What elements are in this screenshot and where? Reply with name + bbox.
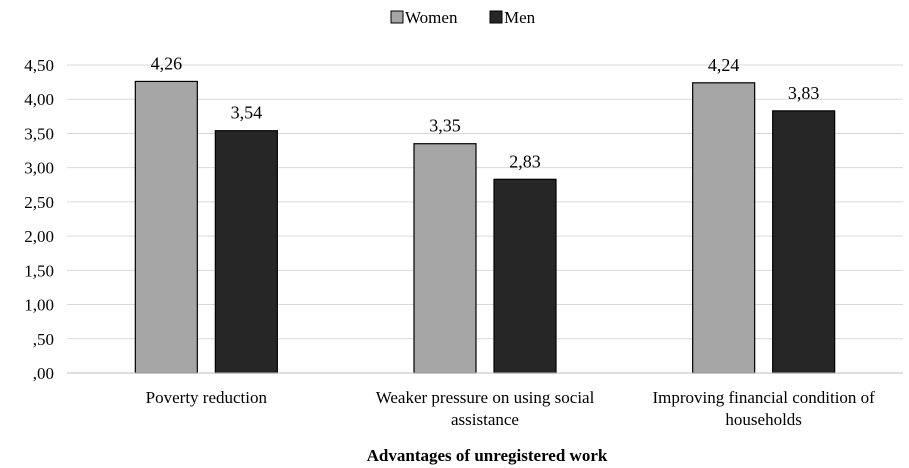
- bar-men-0: [214, 130, 278, 374]
- category-label: Weaker pressure on using social: [376, 388, 595, 407]
- y-tick-label: ,00: [33, 364, 54, 383]
- category-label: households: [725, 410, 802, 429]
- data-label-women-1: 3,35: [429, 116, 461, 136]
- y-tick-label: 2,00: [24, 227, 54, 246]
- category-label: Poverty reduction: [146, 388, 268, 407]
- y-tick-label: 2,50: [24, 193, 54, 212]
- y-tick-label: 1,50: [24, 261, 54, 280]
- y-tick-label: 1,00: [24, 296, 54, 315]
- y-tick-label: 3,50: [24, 124, 54, 143]
- data-label-men-2: 3,83: [788, 83, 820, 103]
- legend-label-men: Men: [504, 8, 536, 27]
- y-tick-label: 4,50: [24, 56, 54, 75]
- category-label: assistance: [451, 410, 519, 429]
- bar-women-0: [134, 80, 198, 374]
- data-label-women-2: 4,24: [708, 55, 740, 75]
- legend-swatch-men: [489, 10, 503, 24]
- bar-women-1: [413, 143, 477, 374]
- gridlines: [67, 64, 903, 340]
- data-label-men-1: 2,83: [509, 151, 541, 171]
- legend-swatch-women: [390, 10, 404, 24]
- y-tick-label: ,50: [33, 330, 54, 349]
- x-axis: Poverty reduction Weaker pressure on usin…: [67, 372, 903, 429]
- y-axis: ,00 ,50 1,00 1,50 2,00 2,50 3,00 3,50 4,00 4,50: [24, 56, 54, 383]
- category-label: Improving financial condition of: [652, 388, 875, 407]
- y-tick-label: 3,00: [24, 159, 54, 178]
- x-axis-title: Advantages of unregistered work: [367, 446, 608, 465]
- y-tick-label: 4,00: [24, 90, 54, 109]
- bar-men-1: [493, 178, 557, 374]
- bar-women-2: [692, 82, 756, 374]
- legend-label-women: Women: [405, 8, 458, 27]
- legend: Women Men: [390, 8, 536, 27]
- data-labels: 4,26 3,54 3,35 2,83 4,24 3,83: [151, 53, 820, 171]
- bar-men-2: [772, 110, 836, 374]
- data-label-men-0: 3,54: [231, 103, 263, 123]
- data-label-women-0: 4,26: [151, 53, 183, 73]
- bars: [134, 80, 836, 374]
